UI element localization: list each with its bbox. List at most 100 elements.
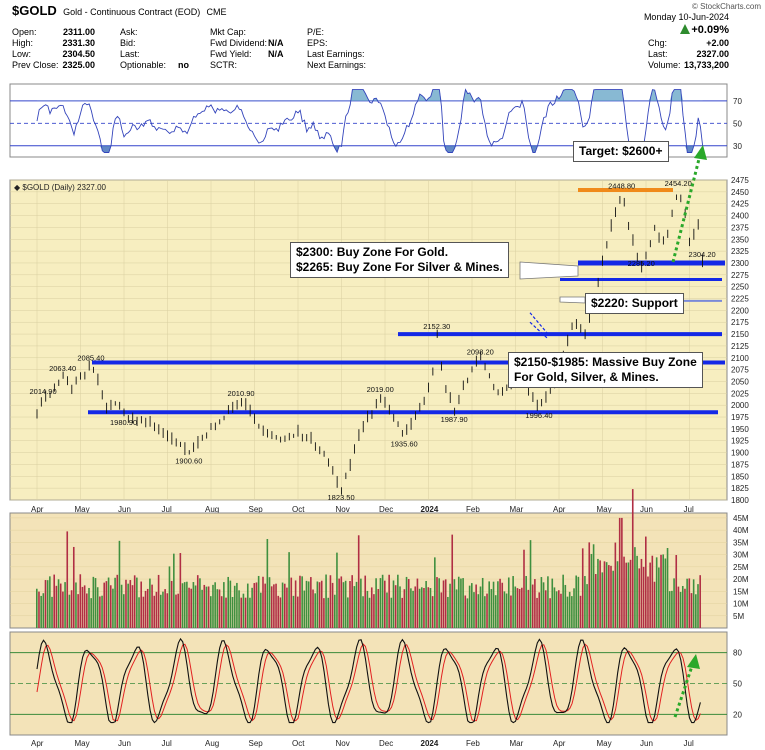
- volume-tick-label: 15M: [733, 587, 749, 596]
- volume-bar: [555, 591, 558, 628]
- volume-bar: [270, 586, 273, 628]
- volume-bar: [499, 578, 501, 628]
- volume-bar: [192, 582, 195, 628]
- month-label: Aug: [205, 505, 219, 514]
- volume-bar: [355, 581, 358, 628]
- volume-bar: [229, 580, 232, 628]
- bottom-month-label: Mar: [510, 739, 524, 748]
- volume-bar: [673, 578, 675, 628]
- bottom-month-label: Oct: [292, 739, 305, 748]
- month-label: Jul: [162, 505, 172, 514]
- price-tick-label: 2075: [731, 366, 749, 375]
- volume-bar: [579, 595, 582, 628]
- price-tick-label: 2325: [731, 247, 749, 256]
- volume-bar: [662, 554, 664, 628]
- copyright: © StockCharts.com: [691, 2, 761, 11]
- volume-bar: [242, 593, 245, 628]
- volume-bar: [190, 588, 193, 628]
- volume-bar: [194, 585, 197, 628]
- target-annotation: Target: $2600+: [573, 141, 669, 162]
- volume-bar: [418, 588, 421, 628]
- bottom-month-label: Jun: [640, 739, 653, 748]
- volume-bar: [558, 590, 560, 628]
- volume-tick-label: 10M: [733, 600, 749, 609]
- volume-bar: [203, 584, 206, 628]
- volume-bar: [403, 589, 406, 628]
- volume-bar: [268, 577, 271, 628]
- volume-bar: [679, 591, 682, 628]
- volume-bar: [205, 586, 208, 628]
- volume-bar: [695, 594, 697, 628]
- quote-value: N/A: [268, 38, 284, 48]
- quote-value: 2304.50: [62, 49, 95, 59]
- volume-bar: [379, 578, 382, 628]
- volume-bar: [668, 591, 671, 628]
- volume-bar: [362, 596, 364, 628]
- buyzone-annotation: $2300: Buy Zone For Gold. $2265: Buy Zon…: [290, 242, 509, 278]
- quote-label: Fwd Dividend:: [210, 38, 268, 48]
- up-arrow-icon: [680, 24, 690, 34]
- volume-bar: [238, 590, 240, 628]
- price-label: 2448.80: [608, 181, 635, 190]
- month-label: Apr: [553, 505, 566, 514]
- month-label: May: [597, 505, 612, 514]
- volume-bar: [571, 596, 573, 628]
- volume-bar: [286, 587, 288, 628]
- volume-bar: [314, 593, 316, 628]
- volume-bar: [527, 589, 530, 628]
- quote-value: N/A: [268, 49, 284, 59]
- quote-header: $GOLD Gold - Continuous Contract (EOD) C…: [0, 0, 765, 80]
- volume-bar: [497, 581, 499, 628]
- volume-bar: [560, 593, 562, 628]
- volume-bar: [631, 489, 634, 628]
- volume-bar: [196, 575, 199, 628]
- volume-bar: [164, 589, 166, 628]
- volume-bar: [179, 553, 182, 628]
- volume-bar: [649, 562, 651, 628]
- bottom-month-label: Apr: [31, 739, 44, 748]
- price-label: 2085.40: [77, 354, 104, 363]
- volume-bar: [601, 572, 604, 628]
- stochastic-tick-label: 80: [733, 649, 742, 658]
- stochastic-tick-label: 20: [733, 710, 742, 719]
- bottom-month-label: May: [597, 739, 612, 748]
- volume-bar: [684, 588, 686, 628]
- volume-bar: [575, 575, 577, 628]
- volume-bar: [103, 582, 106, 628]
- volume-bar: [425, 580, 427, 628]
- volume-bar: [394, 585, 397, 628]
- volume-bar: [142, 596, 145, 628]
- volume-bar: [186, 581, 188, 628]
- support-annotation: $2220: Support: [585, 293, 684, 314]
- quote-label: Optionable:: [120, 60, 167, 70]
- volume-bar: [423, 588, 425, 628]
- volume-bar: [149, 578, 151, 628]
- volume-tick-label: 30M: [733, 551, 749, 560]
- volume-bar: [170, 580, 173, 628]
- price-label: 1996.40: [525, 411, 552, 420]
- volume-bar: [475, 584, 477, 628]
- price-tick-label: 2425: [731, 200, 749, 209]
- volume-bar: [638, 568, 641, 628]
- volume-bar: [416, 578, 419, 628]
- quote-label: Next Earnings:: [307, 60, 367, 70]
- volume-bar: [66, 531, 69, 628]
- volume-bar: [505, 593, 508, 628]
- volume-bar: [40, 595, 42, 628]
- price-label: 1823.50: [328, 493, 355, 502]
- price-tick-label: 2475: [731, 176, 749, 185]
- volume-bar: [79, 574, 82, 628]
- volume-bar: [618, 517, 621, 628]
- volume-bar: [573, 588, 575, 628]
- volume-bar: [697, 584, 699, 628]
- volume-bar: [518, 588, 521, 628]
- price-label: 2285.20: [628, 259, 655, 268]
- volume-bar: [658, 567, 660, 628]
- volume-bar: [49, 576, 51, 628]
- volume-bar: [127, 583, 129, 628]
- stochastic-arrowhead-icon: [687, 654, 700, 669]
- volume-bar: [155, 591, 158, 628]
- chart-title: $GOLD Gold - Continuous Contract (EOD) C…: [12, 3, 227, 18]
- volume-bar: [407, 579, 410, 628]
